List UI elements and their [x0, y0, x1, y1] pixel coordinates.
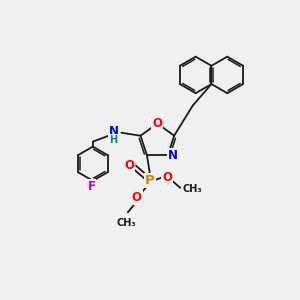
Text: N: N	[109, 125, 119, 138]
Text: H: H	[109, 135, 117, 145]
Text: O: O	[152, 117, 162, 130]
Text: O: O	[124, 159, 134, 172]
Text: CH₃: CH₃	[183, 184, 202, 194]
Text: N: N	[168, 149, 178, 162]
Text: CH₃: CH₃	[117, 218, 136, 228]
Text: P: P	[145, 174, 155, 187]
Text: F: F	[87, 180, 95, 193]
Text: O: O	[132, 191, 142, 204]
Text: O: O	[162, 171, 172, 184]
